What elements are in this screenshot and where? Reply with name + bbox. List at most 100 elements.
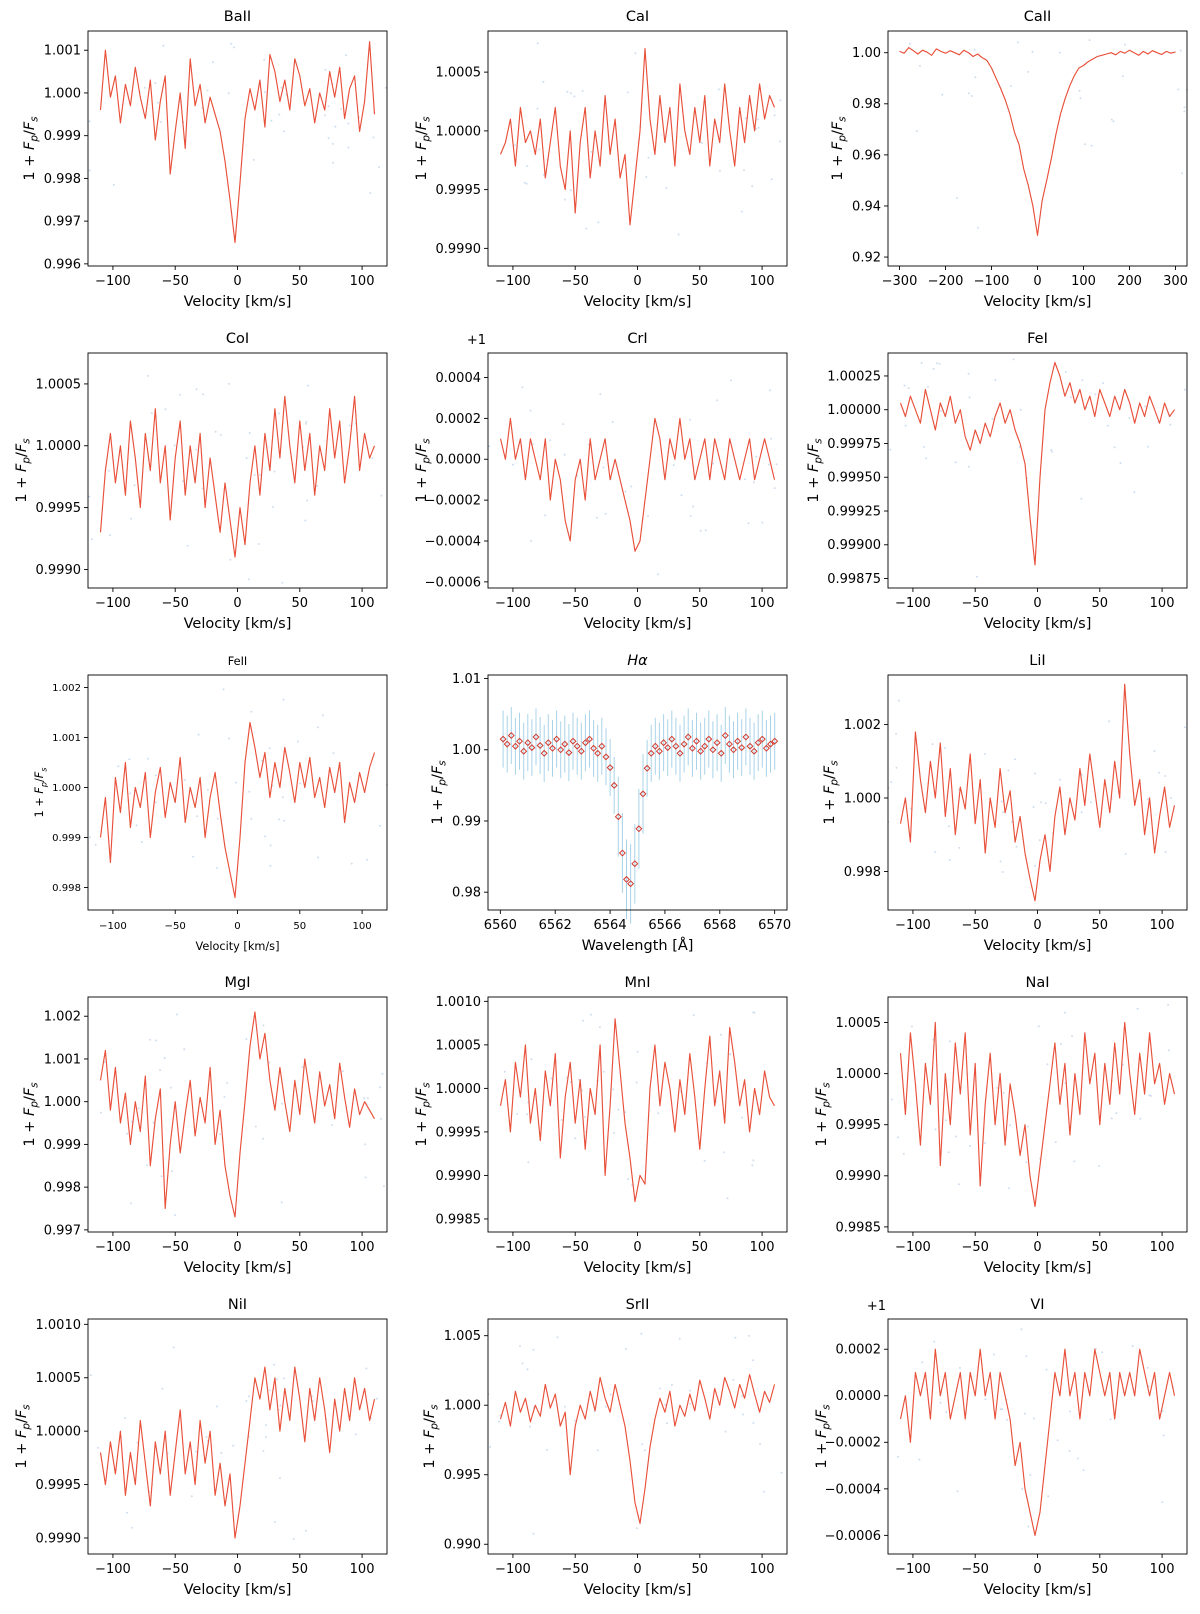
y-tick-label: 0.9995	[836, 1118, 882, 1133]
y-tick-label: 1.000	[52, 783, 81, 794]
subplot-CoI: −100 −50 0 50 100 0.9990 0.9995 1.0000 1.0005 CoI…	[0, 322, 400, 644]
x-tick-label: 0	[233, 1240, 241, 1255]
x-tick-label: −100	[95, 274, 131, 289]
y-tick-label: 0.998	[844, 865, 881, 880]
spectrum-line	[499, 1374, 776, 1524]
y-tick-label: 0.9995	[436, 183, 482, 198]
y-axis-label: 1 + Fp/Fs	[830, 116, 849, 181]
subplot-title: BaII	[224, 9, 251, 25]
axes-box	[87, 30, 388, 267]
subplot-FeI: −100 −50 0 50 100 0.99875 0.99900 0.99925 0.9995…	[800, 322, 1200, 644]
subplot-FeII: −100 −50 0 50 100 0.998 0.999 1.000 1.001 1.002 Fe…	[0, 644, 400, 966]
y-tick-label: 0.997	[44, 215, 81, 230]
x-tick-label: 0	[233, 274, 241, 289]
subplot-canvas-SrII: −100 −50 0 50 100 0.990 0.995 1.000 1.005 SrII Vel…	[422, 1297, 788, 1598]
x-tick-label: −50	[961, 1562, 988, 1577]
y-tick-label: −0.0002	[825, 1436, 881, 1451]
y-axis-label: 1 + Fp/Fs	[430, 760, 449, 825]
x-axis-label: Wavelength [Å]	[582, 937, 694, 954]
y-tick-label: 0.99900	[827, 538, 881, 553]
y-tick-label: 0.999	[44, 129, 81, 144]
y-tick-label: 1.0010	[36, 1318, 82, 1333]
x-tick-label: 50	[292, 596, 309, 611]
y-tick-label: 1.000	[844, 791, 881, 806]
y-tick-label: 0.0000	[436, 453, 482, 468]
y-tick-label: 1.0000	[36, 439, 82, 454]
x-tick-label: 50	[1092, 596, 1109, 611]
y-tick-label: 1.01	[452, 672, 481, 687]
y-tick-label: 0.999	[52, 833, 81, 844]
x-tick-label: 100	[1150, 596, 1175, 611]
spectrum-line	[899, 1348, 1176, 1536]
x-tick-label: 6564	[594, 918, 627, 933]
y-axis-label: 1 + Fp/Fs	[814, 1404, 833, 1469]
subplot-canvas-MnI: −100 −50 0 50 100 0.9985 0.9990 0.9995 1.0000 1.0…	[414, 975, 788, 1276]
background-scatter	[88, 374, 383, 584]
spectrum-line	[99, 1366, 376, 1539]
y-tick-label: 0.94	[852, 199, 881, 214]
y-tick-label: 1.001	[44, 1052, 81, 1067]
x-tick-label: 50	[692, 1240, 709, 1255]
x-tick-label: 50	[692, 596, 709, 611]
x-axis-label: Velocity [km/s]	[984, 1260, 1092, 1276]
subplot-title: CrI	[627, 331, 647, 347]
x-tick-label: −300	[882, 274, 918, 289]
subplot-title: MgI	[225, 975, 251, 991]
axes-box	[487, 30, 788, 267]
background-scatter	[909, 39, 1188, 229]
subplot-title: SrII	[626, 1297, 650, 1313]
y-tick-label: 1.000	[44, 1095, 81, 1110]
y-tick-label: −0.0004	[825, 1482, 881, 1497]
x-tick-label: 0	[633, 1562, 641, 1577]
y-tick-label: 0.0000	[836, 1389, 882, 1404]
y-tick-label: 0.99950	[827, 471, 881, 486]
spectrum-line	[899, 361, 1175, 566]
x-tick-label: 6568	[703, 918, 736, 933]
x-axis-label: Velocity [km/s]	[184, 1260, 292, 1276]
x-tick-label: 6562	[539, 918, 572, 933]
x-tick-label: 50	[293, 921, 306, 932]
y-tick-label: 0.998	[44, 1181, 81, 1196]
x-tick-label: 6566	[648, 918, 681, 933]
x-tick-label: 100	[750, 1240, 775, 1255]
spectrum-errorbars	[502, 707, 776, 924]
y-tick-label: −0.0004	[425, 534, 481, 549]
x-tick-label: −50	[561, 1562, 588, 1577]
y-tick-label: 0.99975	[827, 437, 881, 452]
y-tick-label: 0.9995	[436, 1125, 482, 1140]
y-tick-label: 1.001	[44, 44, 81, 59]
y-tick-label: 1.000	[44, 86, 81, 101]
axis-offset-label: +1	[867, 1299, 886, 1314]
subplot-canvas-Halpha: 6560 6562 6564 6566 6568 6570 0.98 0.99 1.00 1.01…	[430, 653, 791, 954]
y-tick-label: 1.0005	[36, 1371, 82, 1386]
subplot-Halpha: 6560 6562 6564 6566 6568 6570 0.98 0.99 1.00 1.01…	[400, 644, 800, 966]
y-tick-label: 1.005	[444, 1329, 481, 1344]
y-tick-label: 0.990	[444, 1538, 481, 1553]
y-tick-label: 0.96	[852, 148, 881, 163]
y-tick-label: 1.0000	[836, 1067, 882, 1082]
x-axis-label: Velocity [km/s]	[196, 940, 280, 953]
y-tick-label: 0.998	[52, 883, 81, 894]
axes-box	[887, 674, 1188, 911]
x-axis-label: Velocity [km/s]	[984, 1582, 1092, 1598]
y-tick-label: 1.0005	[436, 66, 482, 81]
subplot-MnI: −100 −50 0 50 100 0.9985 0.9990 0.9995 1.0000 1.0…	[400, 966, 800, 1288]
x-tick-label: −100	[974, 274, 1010, 289]
y-axis-label: 1 + Fp/Fs	[822, 760, 841, 825]
x-tick-label: 0	[1033, 596, 1041, 611]
background-scatter	[88, 42, 387, 195]
x-tick-label: 50	[292, 1562, 309, 1577]
axes-box	[887, 1318, 1188, 1555]
y-tick-label: 1.00025	[827, 369, 881, 384]
x-tick-label: −200	[928, 274, 964, 289]
spectrum-line	[499, 1018, 776, 1203]
subplot-CaI: −100 −50 0 50 100 0.9990 0.9995 1.0000 1.0005 CaI…	[400, 0, 800, 322]
y-tick-label: 0.9995	[36, 501, 82, 516]
x-tick-label: −50	[561, 274, 588, 289]
y-tick-label: 1.002	[44, 1010, 81, 1025]
y-tick-label: 1.0005	[36, 377, 82, 392]
subplot-canvas-CrI: −100 −50 0 50 100 −0.0006 −0.0004 −0.0002 0.0000…	[414, 331, 788, 632]
y-axis-label: 1 + Fp/Fs	[414, 1082, 433, 1147]
x-tick-label: 0	[1033, 1562, 1041, 1577]
x-tick-label: −50	[561, 596, 588, 611]
